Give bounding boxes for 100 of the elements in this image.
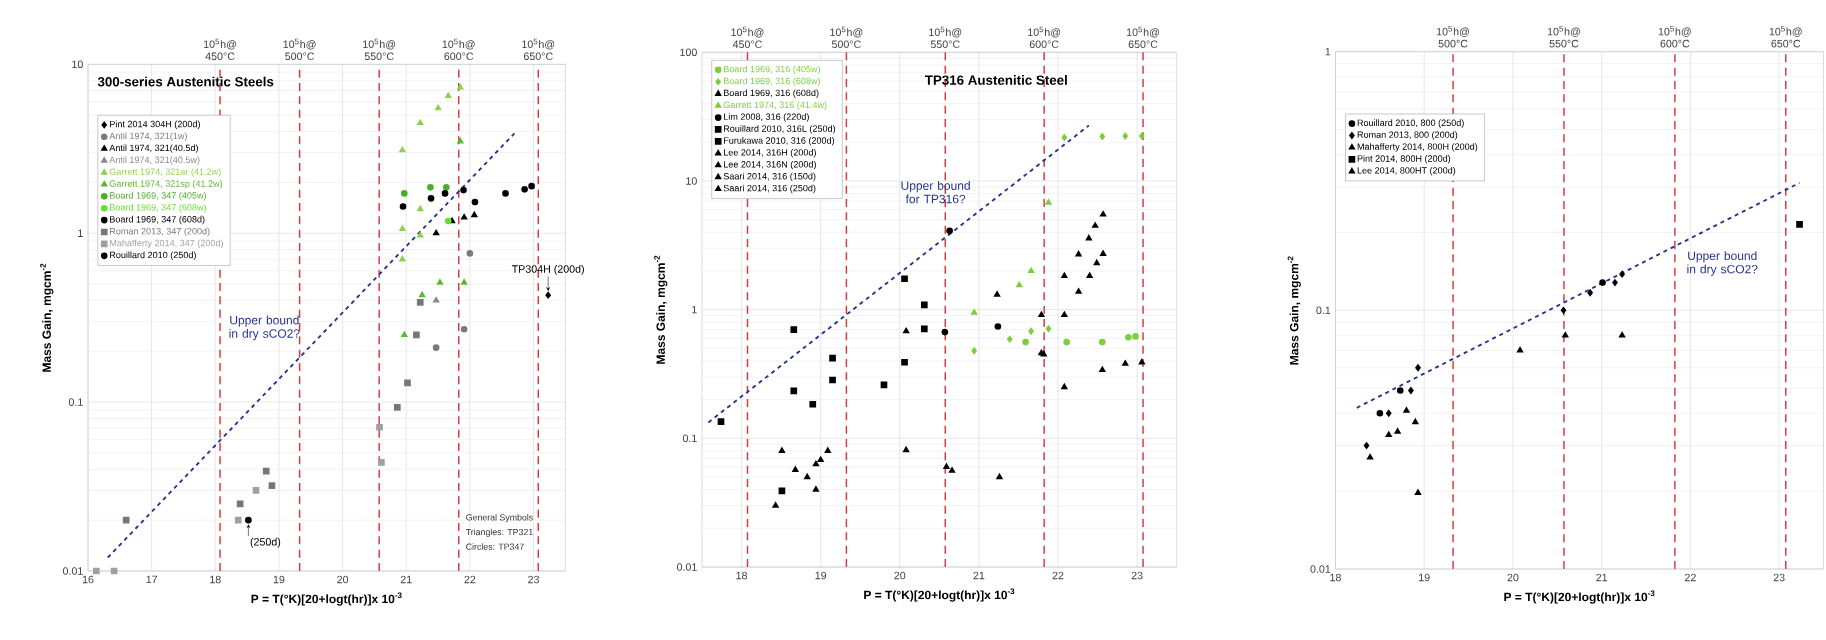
point: [461, 214, 468, 220]
legend-label: Antil 1974, 321(40.5d): [109, 144, 198, 153]
y-tick-label: 0.01: [1310, 565, 1331, 573]
point: [790, 387, 798, 395]
series-label: Upper bound in dry sCO2?: [1687, 251, 1758, 276]
x-tick-label: 22: [1052, 571, 1064, 580]
point: [445, 92, 452, 99]
point: [461, 279, 468, 285]
point: [1022, 338, 1029, 346]
x-tick-label: 23: [528, 575, 539, 584]
point: [1587, 289, 1593, 297]
annotation: (250d): [250, 537, 281, 548]
point: [1403, 407, 1410, 413]
point: [1517, 347, 1524, 353]
point: [417, 232, 424, 238]
ref-line-label: 10$^{5}$h@ 500°C: [283, 38, 316, 61]
x-tick-label: 21: [973, 571, 985, 580]
point: [901, 275, 908, 283]
point: [1414, 489, 1422, 495]
point: [903, 446, 910, 453]
legend-label: Rouillard 2010 (250d): [110, 251, 196, 260]
point: [521, 185, 528, 193]
point: [1038, 311, 1045, 318]
point: [1396, 387, 1404, 394]
point: [971, 309, 978, 315]
x-tick-label: 19: [1419, 573, 1430, 582]
point: [460, 325, 468, 333]
point: [236, 500, 244, 508]
x-tick-label: 22: [464, 575, 476, 584]
y-tick-label: 0.1: [1316, 306, 1331, 315]
point: [1415, 364, 1421, 372]
point: [444, 217, 452, 225]
point: [1061, 134, 1068, 141]
x-tick-label: 19: [815, 571, 827, 580]
x-tick-label: 23: [1131, 571, 1143, 580]
point: [772, 502, 779, 508]
y-tick-label: 100: [680, 48, 697, 57]
point: [1612, 279, 1618, 286]
point: [122, 516, 130, 524]
point: [1125, 333, 1132, 341]
x-axis-title: P = T(°K)[20+logt(hr)]x 10$^{-3}$: [864, 588, 1015, 602]
legend-label: Rouillard 2010, 316L (250d): [723, 125, 836, 134]
y-tick-label: 1: [692, 306, 697, 314]
legend-label: Board 1969, 347 (608d): [110, 215, 205, 225]
point: [404, 379, 411, 387]
point: [824, 447, 831, 453]
point: [1139, 132, 1145, 140]
point: [1562, 332, 1569, 338]
point: [1560, 307, 1567, 314]
legend-label: Rouillard 2010, 800 (250d): [1357, 119, 1464, 128]
point: [1367, 454, 1374, 460]
point: [528, 182, 535, 190]
point: [1075, 251, 1082, 257]
point: [920, 301, 928, 309]
point: [401, 331, 408, 338]
point: [393, 404, 401, 411]
ref-line-label: 10$^{5}$h@ 600°C: [1028, 26, 1061, 49]
point: [1122, 360, 1129, 366]
legend-label: Saari 2014, 316 (250d): [723, 184, 816, 194]
point: [903, 327, 910, 334]
series-label: Upper bound for TP316?: [901, 181, 970, 204]
point: [1085, 234, 1092, 241]
ref-line-label: 10$^{5}$h@ 450°C: [731, 26, 764, 49]
point: [1007, 335, 1013, 343]
point: [1619, 270, 1625, 278]
legend-label: Mahafferty 2014, 347 (200d): [110, 239, 223, 249]
point: [1093, 259, 1100, 266]
point: [971, 347, 977, 355]
point: [804, 473, 811, 480]
point: [778, 447, 785, 453]
point: [413, 331, 420, 339]
point: [399, 225, 406, 232]
point: [1394, 428, 1401, 434]
point: [809, 400, 817, 408]
x-tick-label: 20: [1507, 573, 1519, 582]
point: [502, 190, 509, 197]
point: [442, 183, 450, 191]
text: TP316 Austenitic Steel: [924, 75, 1067, 85]
point: [792, 466, 799, 472]
ref-line-label: 10$^{5}$h@ 550°C: [363, 38, 396, 61]
point: [466, 250, 474, 257]
legend-label: Antil 1974, 321(40.5w): [109, 156, 200, 165]
point: [1061, 383, 1068, 390]
point: [717, 418, 725, 425]
point: [901, 358, 908, 366]
point: [1132, 333, 1139, 340]
point: [399, 203, 407, 210]
point: [996, 473, 1003, 480]
x-tick-label: 18: [210, 575, 221, 584]
legend-label: Pint 2014, 800H (200d): [1357, 155, 1451, 164]
legend-label: Board 1969, 316 (405w): [723, 65, 820, 75]
x-tick-label: 20: [894, 571, 906, 580]
y-tick-label: 0.01: [676, 563, 697, 571]
point: [920, 325, 928, 333]
ref-line-label: 10$^{5}$h@ 600°C: [1658, 26, 1691, 48]
point: [1599, 279, 1606, 286]
point: [829, 354, 836, 362]
point: [268, 482, 276, 490]
point: [1028, 327, 1034, 335]
x-tick-label: 20: [337, 575, 349, 584]
